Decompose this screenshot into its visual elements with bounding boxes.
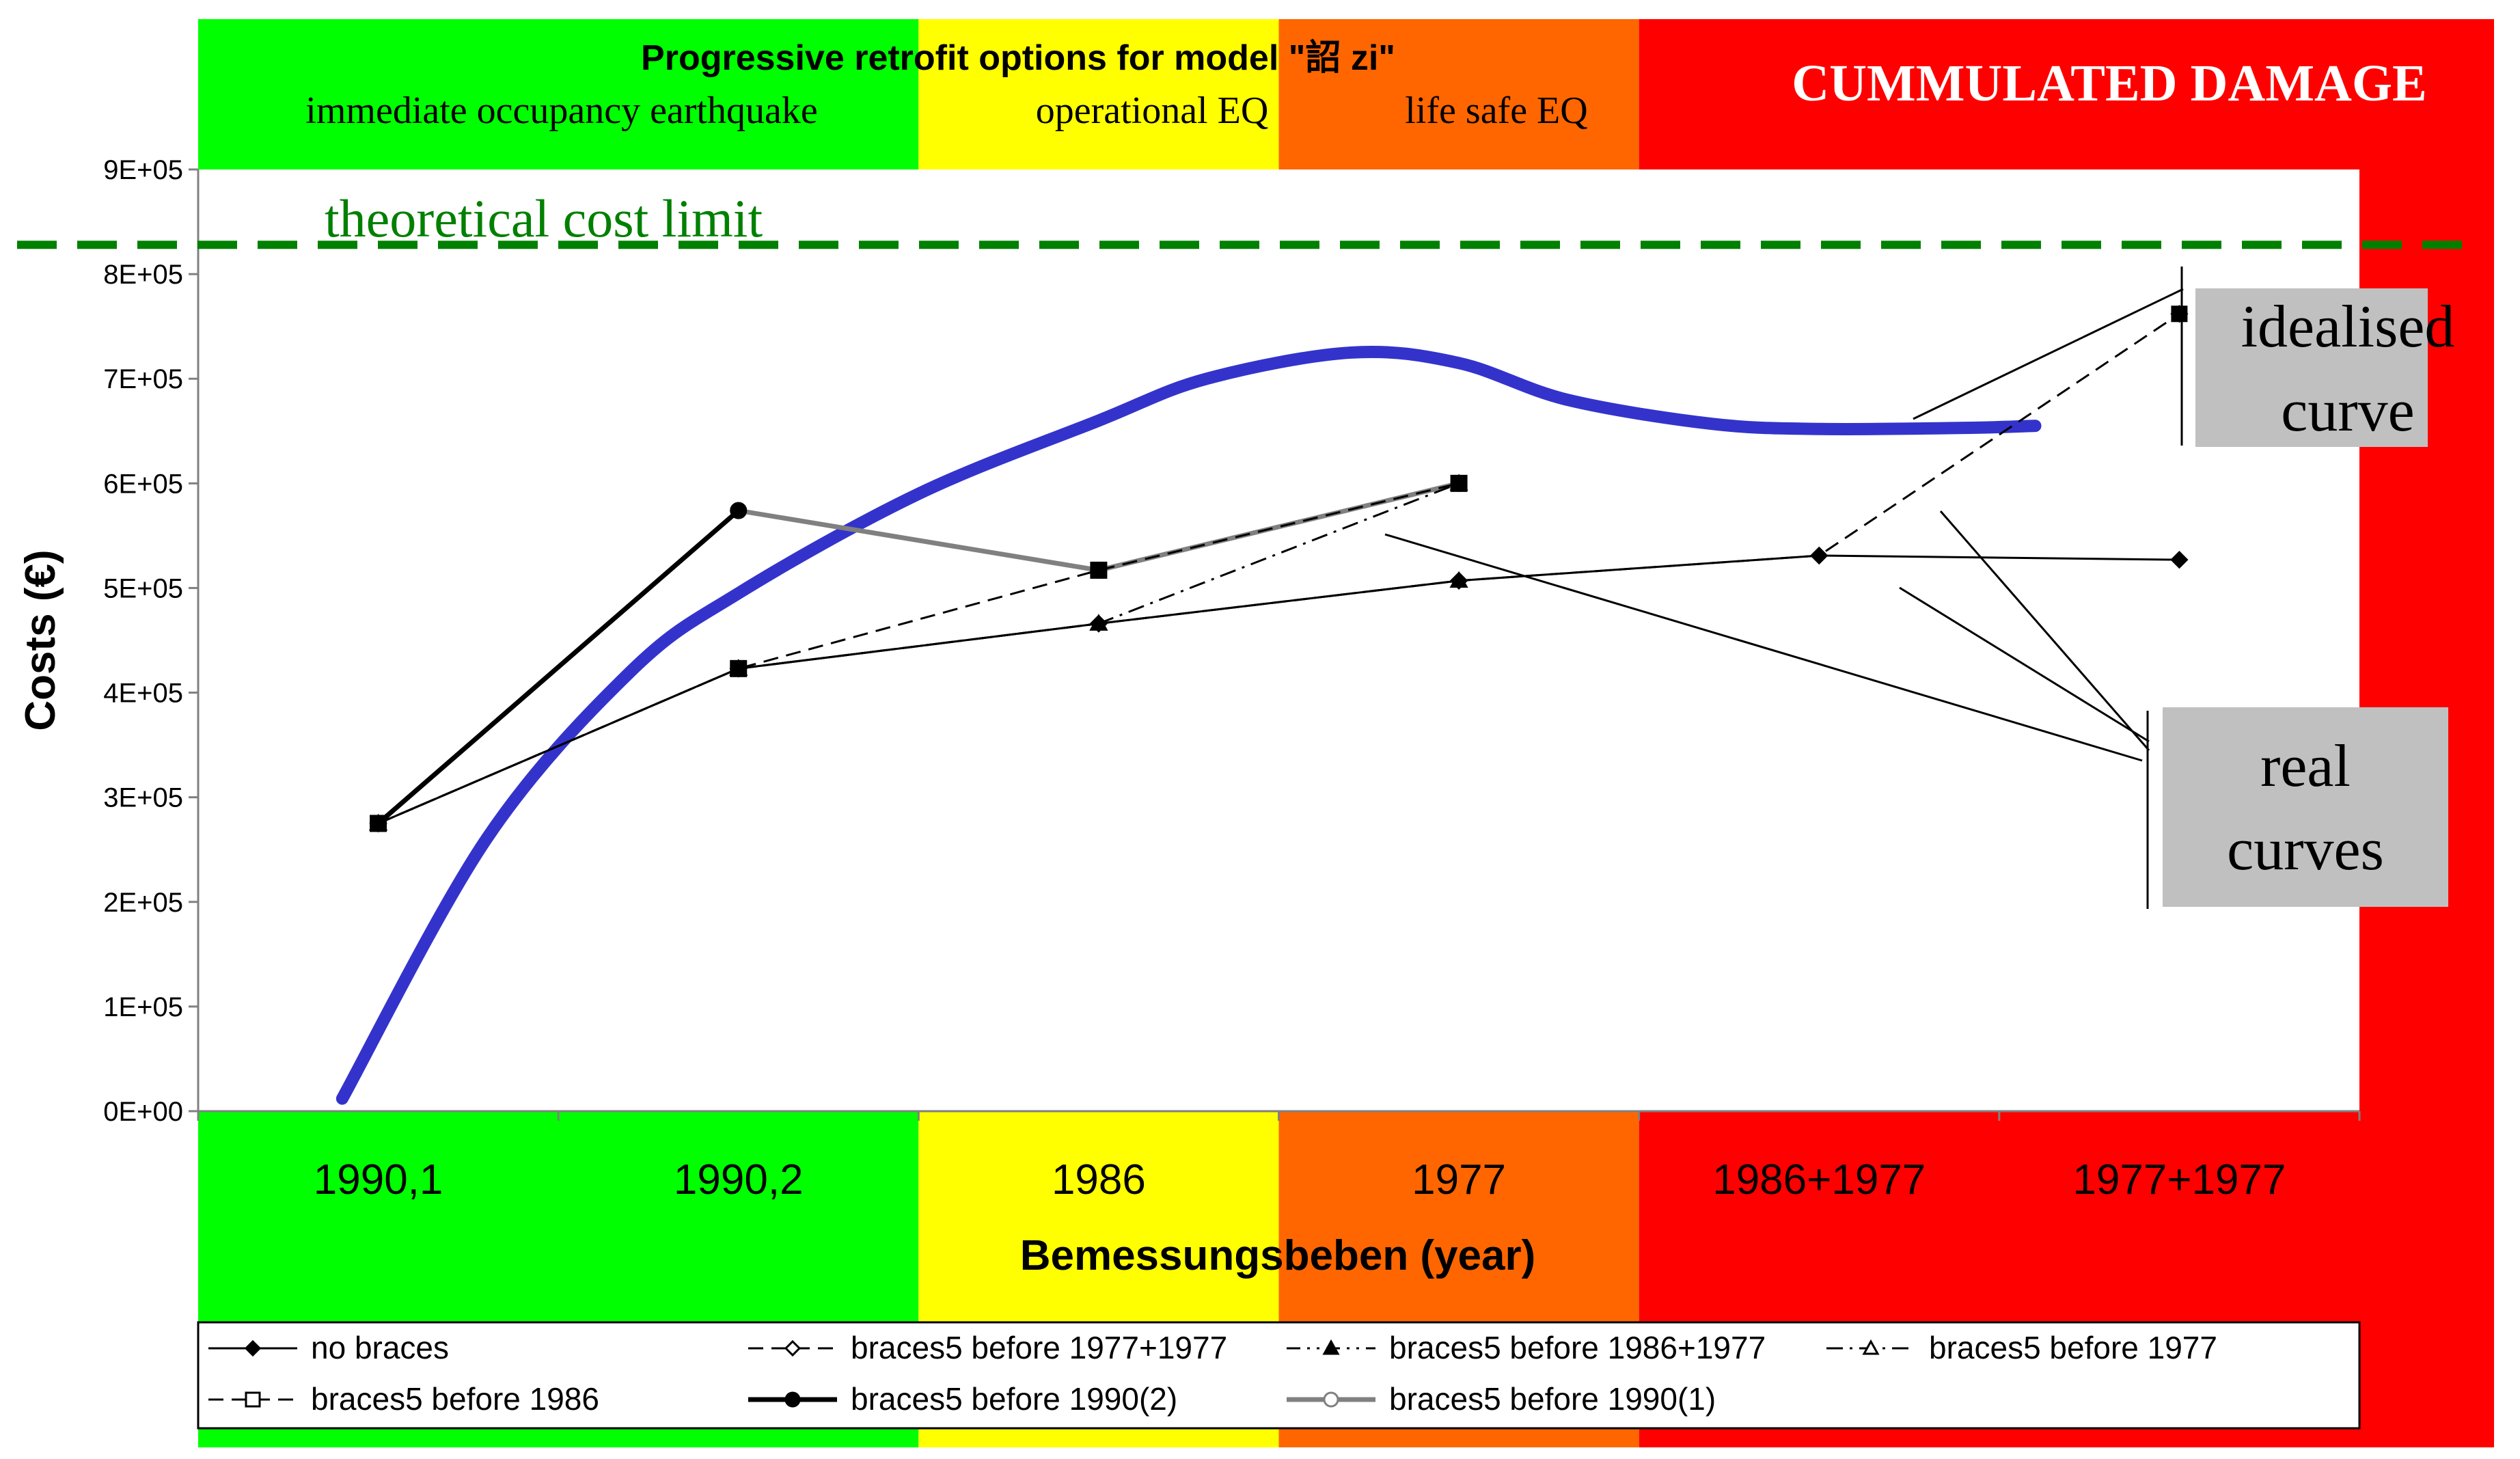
real-leader-line-2	[1899, 586, 2150, 743]
zone-bottom-3	[1639, 1111, 2494, 1322]
callout-leaders	[1384, 267, 2184, 909]
zone-bottom-edge-0	[198, 1428, 919, 1447]
zone-bottom-1	[918, 1111, 1279, 1322]
real-leader-line-1	[1384, 533, 2143, 762]
highlight-markers	[370, 305, 2188, 832]
legend-box	[197, 1321, 2361, 1430]
zone-bottom-2	[1278, 1111, 1639, 1322]
x-tick-label: 1990,1	[314, 1156, 443, 1203]
y-tick-label: 5E+05	[103, 573, 183, 603]
y-tick-label: 1E+05	[103, 992, 183, 1022]
legend-marker-2	[1322, 1339, 1340, 1355]
zone-bottom-0	[198, 1111, 919, 1322]
legend-marker-5	[784, 1391, 801, 1408]
zone-bottom-edge-1	[918, 1428, 1279, 1447]
zone-label-operational: operational EQ	[1036, 90, 1269, 132]
real-callout-box	[2163, 707, 2448, 907]
zone-bottom-edge-2	[1278, 1428, 1639, 1447]
series-line-5	[376, 508, 741, 826]
idealised-callout-line1: idealised	[2241, 294, 2455, 360]
idealised-curve	[335, 345, 2042, 1105]
y-tick-label: 2E+05	[103, 888, 183, 918]
series-point-5-1	[730, 502, 748, 519]
series-line-0	[377, 554, 2180, 825]
point-1977-1977-square	[2171, 305, 2188, 323]
zone-top-2	[1278, 19, 1639, 169]
real-callout-line2: curves	[2227, 817, 2384, 883]
series-point-0-4	[1810, 546, 1829, 565]
legend-marker-4	[245, 1391, 261, 1408]
y-axis-title: Costs (€)	[17, 549, 64, 731]
series-point-0-2	[1089, 614, 1108, 633]
x-tick-label: 1977+1977	[2072, 1156, 2286, 1203]
legend-marker-3	[1862, 1339, 1880, 1355]
x-tick-label: 1986+1977	[1712, 1156, 1926, 1203]
y-tick-label: 6E+05	[103, 469, 183, 499]
point-1977-square	[1451, 475, 1468, 492]
point-1990-1	[370, 815, 387, 832]
legend-marker-6	[1323, 1391, 1339, 1408]
real-leader-line-3	[1939, 510, 2150, 751]
legend-label-3: braces5 before 1977	[1929, 1330, 2217, 1365]
zone-label-immediate: immediate occupancy earthquake	[305, 90, 817, 132]
theoretical-limit-label: theoretical cost limit	[325, 189, 763, 248]
plot-area	[198, 169, 2359, 1111]
real-callout-line1: real	[2260, 733, 2351, 800]
legend-label-4: braces5 before 1986	[311, 1381, 599, 1417]
legend-label-2: braces5 before 1986+1977	[1389, 1330, 1766, 1365]
legend: no braces braces5 before 1977+1977 braces5…	[208, 1330, 2217, 1417]
x-axis: 1990,1 1990,2 1986 1977 1986+1977 1977+1977	[197, 1110, 2361, 1203]
y-tick-label: 0E+00	[103, 1097, 183, 1127]
point-1986-square	[1090, 562, 1107, 579]
y-tick-label: 7E+05	[103, 364, 183, 394]
legend-label-0: no braces	[311, 1330, 449, 1365]
zone-bottom-edge	[1639, 1428, 2494, 1447]
idealised-callout-line2: curve	[2281, 378, 2414, 444]
data-series	[369, 305, 2189, 833]
zone-top-0	[198, 19, 919, 169]
legend-marker-0	[244, 1339, 262, 1357]
idealised-callout-box	[2195, 288, 2428, 447]
x-tick-label: 1977	[1412, 1156, 1506, 1203]
series-point-0-5	[2170, 550, 2189, 569]
legend-label-6: braces5 before 1990(1)	[1389, 1381, 1716, 1417]
zone-label-damage: CUMMULATED DAMAGE	[1792, 55, 2427, 112]
y-tick-label: 3E+05	[103, 783, 183, 813]
legend-label-5: braces5 before 1990(2)	[851, 1381, 1177, 1417]
x-axis-title: Bemessungsbeben (year)	[1020, 1232, 1536, 1279]
y-tick-label: 8E+05	[103, 260, 183, 290]
zone-label-life-safe: life safe EQ	[1405, 90, 1587, 132]
x-tick-label: 1990,2	[674, 1156, 804, 1203]
y-tick-label: 9E+05	[103, 155, 183, 185]
legend-label-1: braces5 before 1977+1977	[851, 1330, 1227, 1365]
zone-top-1	[918, 19, 1279, 169]
x-tick-label: 1986	[1052, 1156, 1146, 1203]
chart-title: Progressive retrofit options for model "…	[641, 38, 1395, 78]
zone-top-3	[1639, 19, 2494, 169]
point-1990-2	[730, 660, 747, 677]
idealised-leader-line	[1913, 288, 2184, 420]
y-axis: 0E+00 1E+05 2E+05 3E+05 4E+05 5E+05 6E+05 7E+05…	[103, 155, 200, 1127]
series-point-0-3	[1449, 571, 1468, 590]
y-tick-label: 4E+05	[103, 679, 183, 709]
legend-marker-1	[784, 1339, 802, 1357]
